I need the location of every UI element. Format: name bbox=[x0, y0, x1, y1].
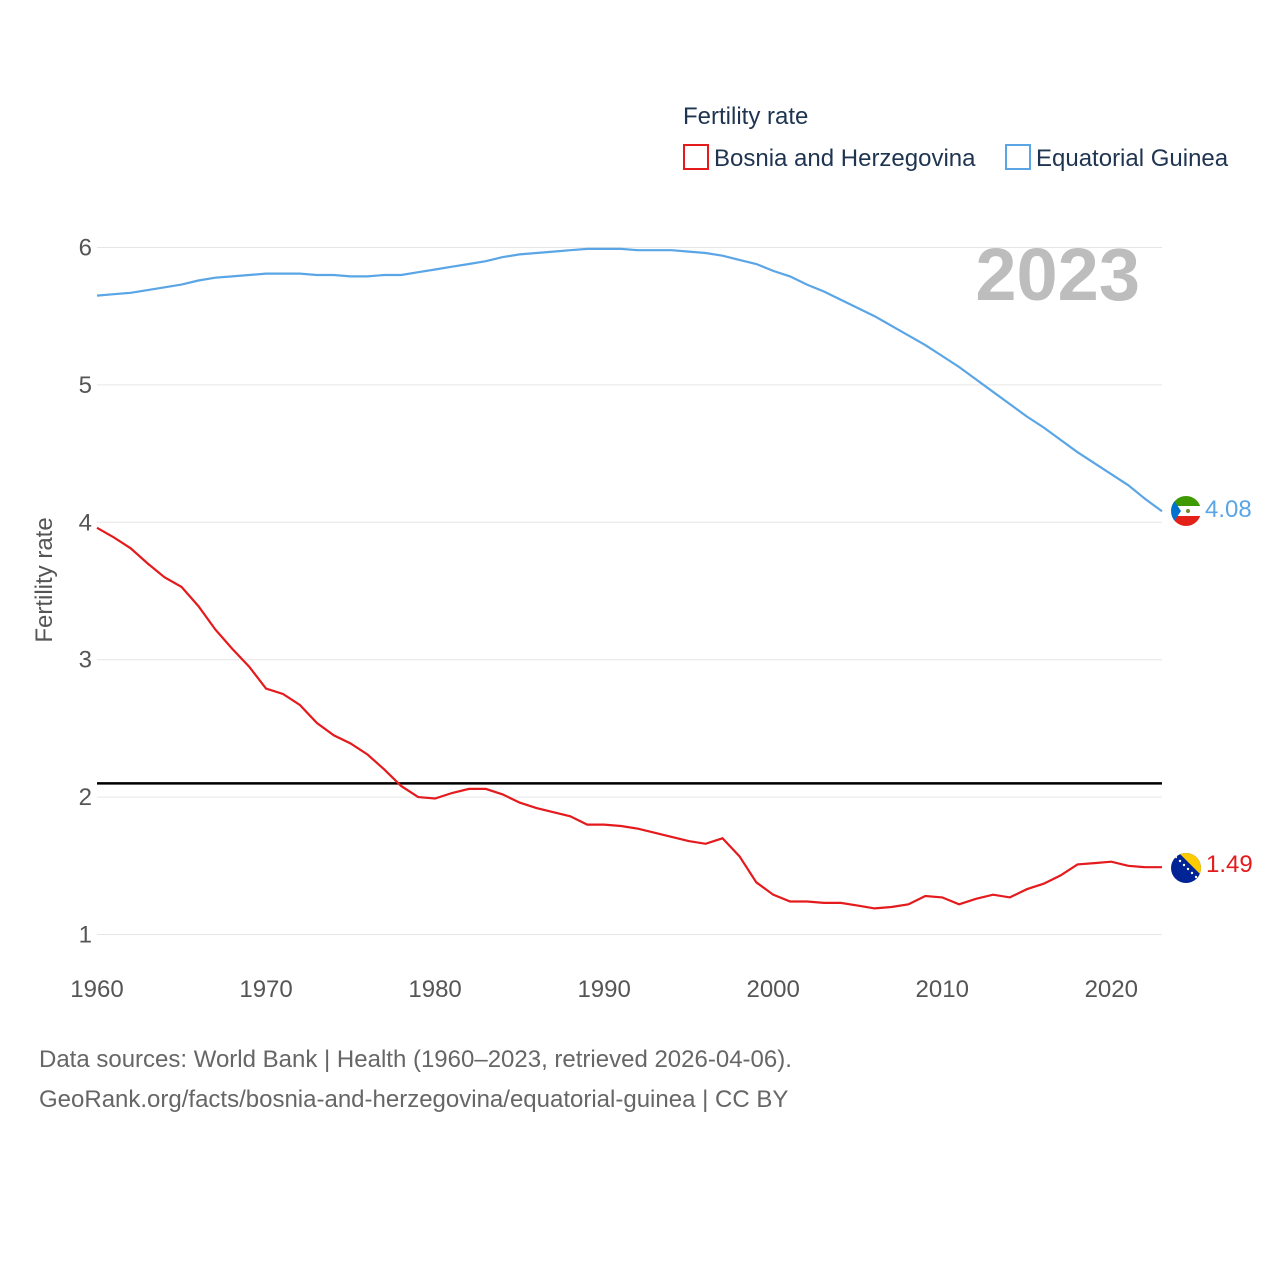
legend-label-equatorial-guinea: Equatorial Guinea bbox=[1036, 145, 1229, 172]
x-tick-label: 1990 bbox=[577, 976, 630, 1003]
x-tick-label: 1970 bbox=[239, 976, 292, 1003]
x-tick-label: 2010 bbox=[916, 976, 969, 1003]
legend-swatch-equatorial-guinea bbox=[1005, 144, 1031, 170]
y-tick-label: 6 bbox=[79, 235, 92, 262]
source-line: Data sources: World Bank | Health (1960–… bbox=[39, 1046, 792, 1073]
current-year-label: 2023 bbox=[975, 233, 1140, 316]
bosnia-and-herzegovina-flag-icon bbox=[1171, 853, 1201, 883]
legend-item-bosnia[interactable]: Bosnia and Herzegovina bbox=[683, 144, 976, 172]
series-line-equatorial-guinea bbox=[96, 247, 1163, 513]
y-tick-label: 3 bbox=[79, 647, 92, 674]
legend-swatch-bosnia bbox=[683, 144, 709, 170]
x-tick-label: 2020 bbox=[1085, 976, 1138, 1003]
legend-title: Fertility rate bbox=[683, 103, 808, 130]
y-tick-label: 5 bbox=[79, 372, 92, 399]
end-value-equatorial-guinea: 4.08 bbox=[1205, 496, 1252, 523]
x-tick-label: 1980 bbox=[408, 976, 461, 1003]
x-tick-label: 2000 bbox=[746, 976, 799, 1003]
gridlines bbox=[97, 247, 1162, 935]
legend: Fertility rate Bosnia and Herzegovina Eq… bbox=[683, 103, 1229, 172]
end-value-bosnia: 1.49 bbox=[1206, 851, 1253, 878]
legend-label-bosnia: Bosnia and Herzegovina bbox=[714, 145, 976, 172]
x-tick-label: 1960 bbox=[70, 976, 123, 1003]
y-tick-label: 1 bbox=[79, 922, 92, 949]
y-tick-label: 4 bbox=[79, 509, 92, 536]
y-tick-label: 2 bbox=[79, 784, 92, 811]
legend-item-equatorial-guinea[interactable]: Equatorial Guinea bbox=[1005, 144, 1229, 172]
data-source-footer: Data sources: World Bank | Health (1960–… bbox=[39, 1040, 792, 1120]
series-line-bosnia bbox=[96, 526, 1162, 910]
equatorial-guinea-flag-icon bbox=[1171, 496, 1201, 526]
credit-line[interactable]: GeoRank.org/facts/bosnia-and-herzegovina… bbox=[39, 1086, 789, 1113]
y-axis-label: Fertility rate bbox=[31, 517, 58, 642]
y-axis-ticks: 1 2 3 4 5 6 bbox=[79, 235, 92, 949]
x-axis-ticks: 1960 1970 1980 1990 2000 2010 2020 bbox=[70, 976, 1138, 1003]
